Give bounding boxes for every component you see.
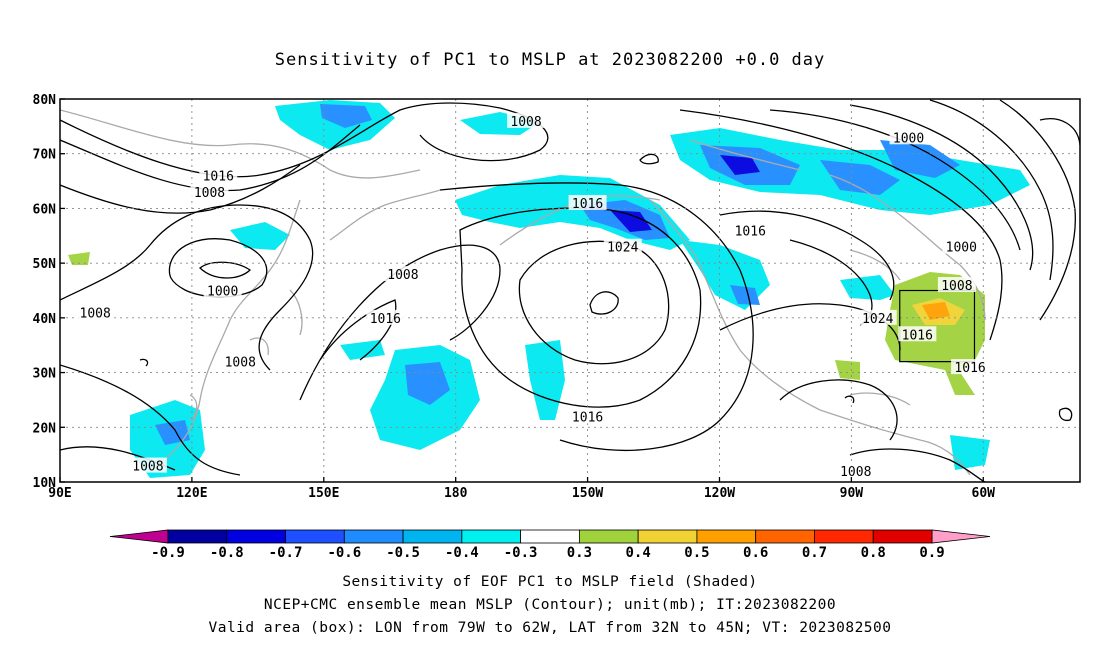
colorbar-swatch [637, 529, 698, 544]
caption-line-3: Valid area (box): LON from 79W to 62W, L… [208, 620, 892, 636]
colorbar-swatch [461, 529, 522, 544]
contour-label-bg [507, 112, 546, 128]
contour-label: 1008 [387, 268, 418, 283]
lat-tick-label: 20N [33, 421, 57, 436]
contour-label-bg [128, 457, 167, 473]
contour-label: 1000 [207, 285, 238, 300]
colorbar-label: 0.7 [802, 545, 827, 561]
contour-label-bg [76, 304, 115, 320]
colorbar-label: -0.9 [151, 545, 185, 561]
colorbar-swatch [755, 529, 815, 544]
colorbar: -0.9 -0.8 -0.7 -0.6 -0.5 -0.4 -0.3 0.3 0.4 0.5 0.6… [109, 529, 991, 561]
contour-label-bg [366, 309, 405, 325]
colorbar-swatch [167, 529, 228, 544]
contour-label: 1008 [225, 356, 256, 371]
contour-label: 1008 [510, 115, 541, 130]
contour-label-bg [951, 359, 990, 375]
contour-label: 1008 [194, 186, 225, 201]
map-frame [59, 98, 1081, 483]
colorbar-label: -0.8 [210, 545, 244, 561]
contour-label: 1008 [941, 279, 972, 294]
contour-label-bg [836, 463, 875, 479]
contour-label: 1008 [80, 306, 111, 321]
contour-label: 1016 [954, 361, 985, 376]
lat-tick-label: 60N [33, 202, 57, 217]
lon-tick-label: 150W [572, 486, 603, 501]
colorbar-swatch [578, 529, 639, 544]
lat-tick-label: 10N [33, 476, 57, 491]
colorbar-swatch [285, 529, 345, 544]
colorbar-label: -0.7 [269, 545, 303, 561]
contour-label: 1016 [735, 224, 766, 239]
colorbar-low-triangle [109, 529, 169, 544]
axes: 90E 120E 150E 180 150W 120W 90W 60W 80N 70N 60N 50N… [33, 93, 996, 501]
lat-tick-label: 30N [33, 367, 57, 382]
contour-label-bg [942, 238, 981, 254]
colorbar-swatch [402, 529, 463, 544]
contour-label: 1008 [132, 460, 163, 475]
lon-tick-label: 150E [308, 486, 339, 501]
contour-label-bg [858, 309, 897, 325]
lon-tick-label: 90W [840, 486, 864, 501]
contour-label-bg [568, 194, 607, 210]
contour-label-bg [383, 266, 422, 282]
contour-label-bg [199, 167, 238, 183]
contour-label-bg [568, 408, 607, 424]
caption-line-2: NCEP+CMC ensemble mean MSLP (Contour); u… [263, 597, 837, 613]
colorbar-label: -0.5 [386, 545, 420, 561]
colorbar-swatch [814, 529, 874, 544]
lat-tick-label: 80N [33, 93, 57, 108]
map-title: Sensitivity of PC1 to MSLP at 2023082200… [274, 50, 826, 70]
colorbar-label: -0.4 [445, 545, 479, 561]
caption-line-1: Sensitivity of EOF PC1 to MSLP field (Sh… [342, 574, 758, 590]
contour-label-bg [889, 129, 928, 145]
contour-label: 1016 [203, 170, 234, 185]
lon-tick-label: 60W [972, 486, 996, 501]
colorbar-swatch [343, 529, 404, 544]
colorbar-label: 0.5 [684, 545, 709, 561]
contour-label-bg [937, 277, 976, 293]
colorbar-swatch [226, 529, 286, 544]
colorbar-label: 0.9 [919, 545, 944, 561]
contour-label-bg [603, 238, 642, 254]
contour-label: 1000 [946, 241, 977, 256]
contour-label: 1016 [902, 328, 933, 343]
colorbar-swatch [520, 529, 580, 544]
colorbar-label: -0.3 [504, 545, 538, 561]
contour-label: 1024 [862, 312, 893, 327]
colorbar-swatch [872, 529, 933, 544]
lon-tick-label: 90E [48, 486, 71, 501]
contour-label-bg [190, 184, 229, 200]
lat-tick-label: 70N [33, 148, 57, 163]
contour-label-bg [898, 326, 937, 342]
colorbar-label: 0.4 [626, 545, 651, 561]
lon-tick-label: 180 [444, 486, 468, 501]
valid-area-box [899, 289, 976, 363]
contour-label: 1016 [370, 312, 401, 327]
colorbar-swatch [696, 529, 757, 544]
colorbar-label: -0.6 [327, 545, 361, 561]
colorbar-label: 0.3 [567, 545, 592, 561]
contour-label: 1016 [572, 410, 603, 425]
contour-label-bg [221, 353, 260, 369]
contour-label: 1016 [572, 197, 603, 212]
lon-tick-label: 120E [176, 486, 207, 501]
contour-label: 1000 [893, 131, 924, 146]
contour-label: 1024 [607, 241, 638, 256]
contour-label-bg [203, 282, 242, 298]
lon-tick-label: 120W [704, 486, 735, 501]
contour-label: 1008 [840, 465, 871, 480]
contour-label-bg [731, 222, 770, 238]
colorbar-label: 0.6 [743, 545, 768, 561]
colorbar-high-triangle [931, 529, 991, 544]
colorbar-label: 0.8 [861, 545, 886, 561]
lat-tick-label: 40N [33, 312, 57, 327]
lat-tick-label: 50N [33, 257, 57, 272]
coastlines [60, 109, 986, 476]
